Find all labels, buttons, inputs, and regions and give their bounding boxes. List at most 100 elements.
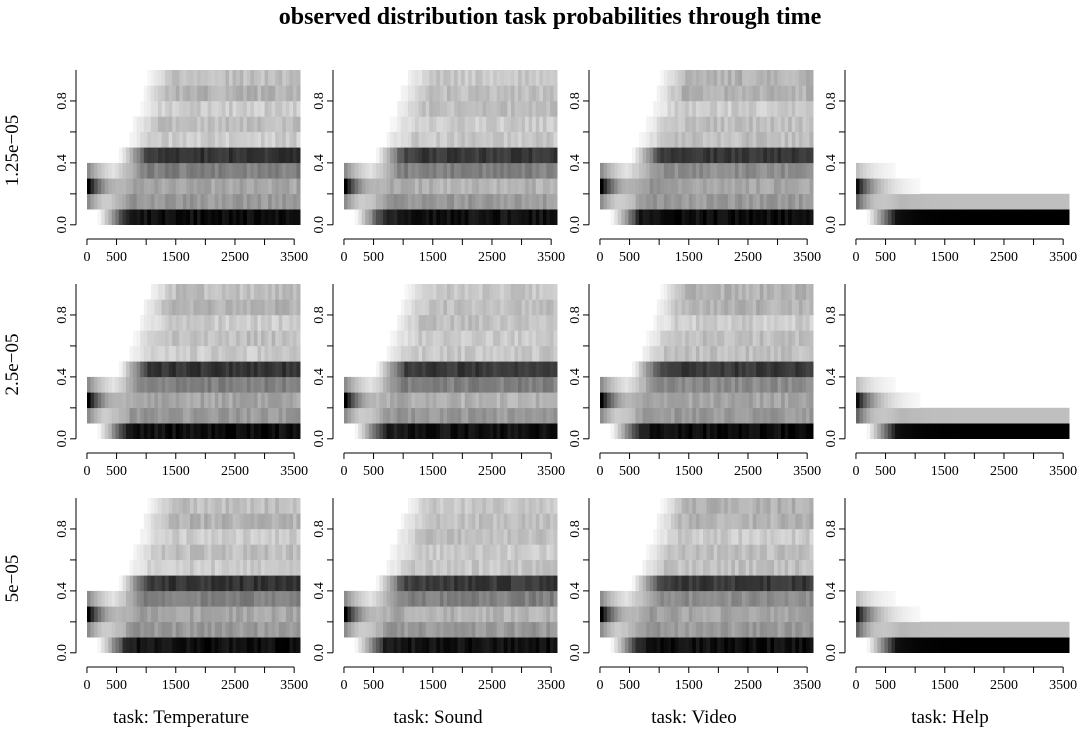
heat-cell [895,423,899,439]
heat-cell [692,193,697,210]
heat-cell [182,392,187,409]
heat-cell [432,590,437,607]
heat-cell [738,423,743,439]
heat-cell [221,193,226,210]
heat-cell [271,544,276,561]
heat-cell [671,70,675,86]
heat-cell [147,116,152,133]
heat-cell [182,345,187,362]
heat-cell [642,606,647,623]
heat-cell [268,147,273,164]
heat-cell [278,284,283,300]
heat-cell [656,376,661,393]
heat-cell [542,147,547,164]
heat-cell [763,101,768,117]
heat-cell [393,376,398,393]
heat-cell [475,85,480,102]
heat-cell [528,193,533,210]
heat-cell [115,376,120,393]
heat-cell [361,590,366,607]
heat-cell [450,315,455,331]
heat-cell [271,330,276,347]
heat-cell [521,209,526,225]
heat-cell [232,392,237,409]
heat-cell [1062,209,1066,225]
heat-cell [386,193,391,210]
heat-cell [147,147,152,164]
heat-cell [454,178,459,195]
heat-cell [464,178,469,195]
heat-cell [649,575,654,592]
heat-cell [681,361,686,378]
heat-cell [211,101,216,117]
heat-cell [699,407,704,424]
heat-cell [436,575,441,592]
heat-cell [951,407,956,424]
heat-cell [496,361,501,378]
heat-cell [731,423,736,439]
heat-cell [809,330,814,347]
heat-cell [122,361,127,378]
heat-cell [118,392,123,409]
heat-cell [118,361,123,378]
heat-cell [685,178,690,195]
heat-cell [774,193,778,210]
heat-cell [710,193,715,210]
heat-cell [207,513,212,530]
heat-cell [660,178,665,195]
heat-cell [678,101,683,117]
heat-cell [461,193,466,210]
heat-cell [699,637,704,653]
heat-cell [439,376,444,393]
heat-cell [781,423,786,439]
heat-cell [518,85,522,102]
heat-cell [688,513,693,530]
heat-cell [870,178,875,195]
heat-cell [257,85,262,102]
heat-cell [358,423,363,439]
heat-cell [150,147,155,164]
heat-cell [168,423,173,439]
heat-cell [175,407,180,424]
heat-cell [239,621,244,638]
heat-cell [770,284,775,300]
heat-cell [749,101,754,117]
heat-cell [500,621,505,638]
heat-cell [507,407,512,424]
heat-cell [190,376,194,393]
heat-cell [489,162,494,179]
heat-cell [535,209,540,225]
heat-cell [532,315,537,331]
heat-cell [129,376,134,393]
heat-cell [147,606,152,623]
heat-cell [713,606,718,623]
heat-cell [653,209,658,225]
heat-cell [101,193,106,210]
x-tick-label: 500 [619,464,640,479]
heat-cell [257,193,262,210]
heat-cell [464,376,469,393]
heat-cell [806,178,810,195]
heat-cell [731,637,736,653]
heat-cell [386,162,391,179]
heat-cell [275,637,280,653]
heat-cell [296,131,301,148]
heat-cell [859,193,864,210]
heat-cell [97,423,102,439]
heat-cell [464,621,469,638]
heat-cell [525,299,530,316]
heat-cell [436,513,441,530]
heat-cell [500,284,505,300]
heat-cell [278,559,283,576]
heat-cell [646,209,651,225]
heat-cell [207,70,212,86]
heat-cell [489,498,494,514]
heat-cell [425,621,430,638]
heat-cell [257,209,262,225]
heat-cell [200,407,205,424]
y-tick-label: 0.8 [312,520,327,538]
heat-cell [1022,423,1027,439]
heat-cell [703,407,707,424]
heat-cell [628,392,633,409]
heat-cell [165,116,170,133]
